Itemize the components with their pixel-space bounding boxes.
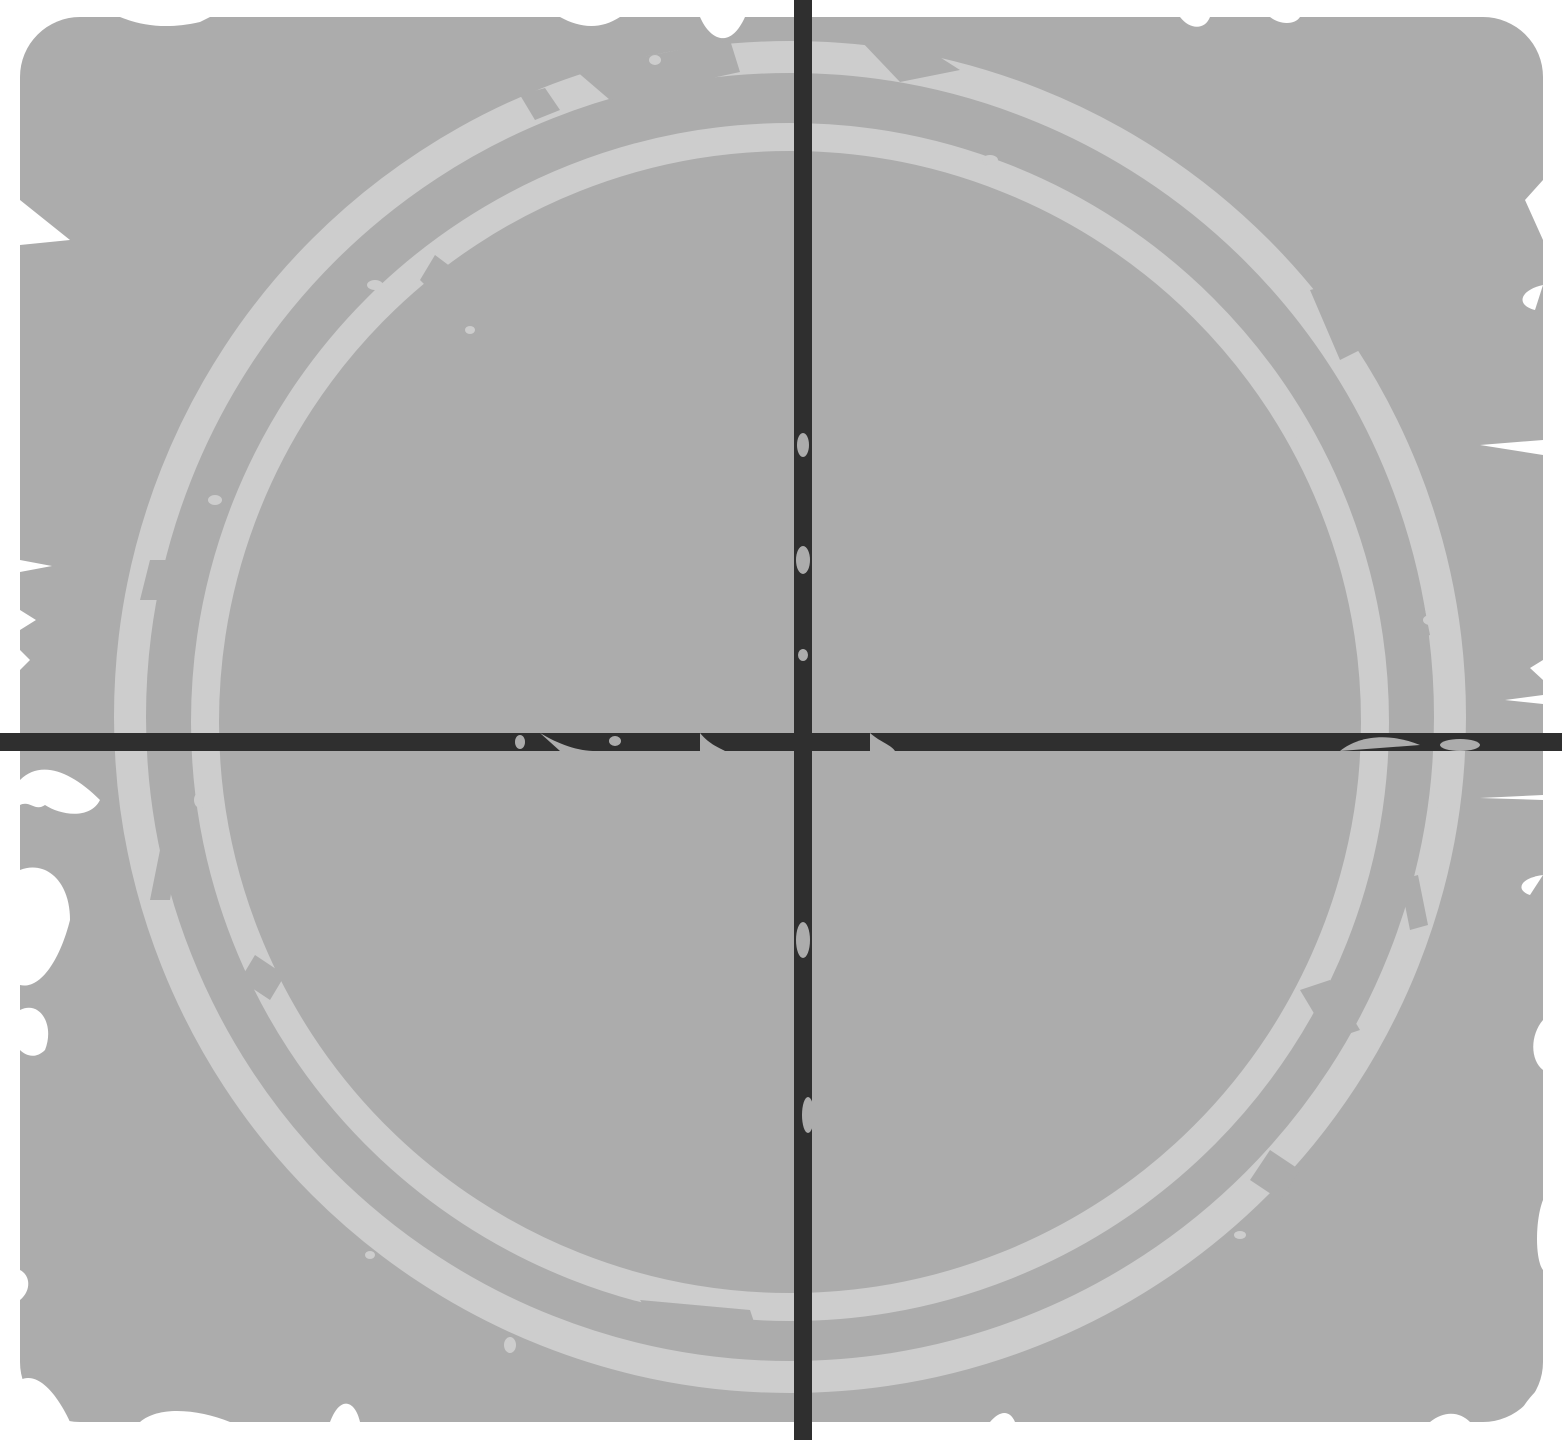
- ring-grunge-gaps: [140, 35, 1430, 1340]
- ring-grunge-specks: [194, 55, 1441, 1353]
- axis-grunge-specks: [515, 433, 1480, 1133]
- outer-ring: [114, 41, 1466, 1393]
- vertical-axis-line: [794, 0, 812, 1440]
- inner-ring: [191, 123, 1389, 1321]
- horizontal-axis-line: [0, 733, 1562, 751]
- grunge-edge-specks: [20, 17, 1543, 1422]
- rounded-square-panel: [20, 17, 1543, 1422]
